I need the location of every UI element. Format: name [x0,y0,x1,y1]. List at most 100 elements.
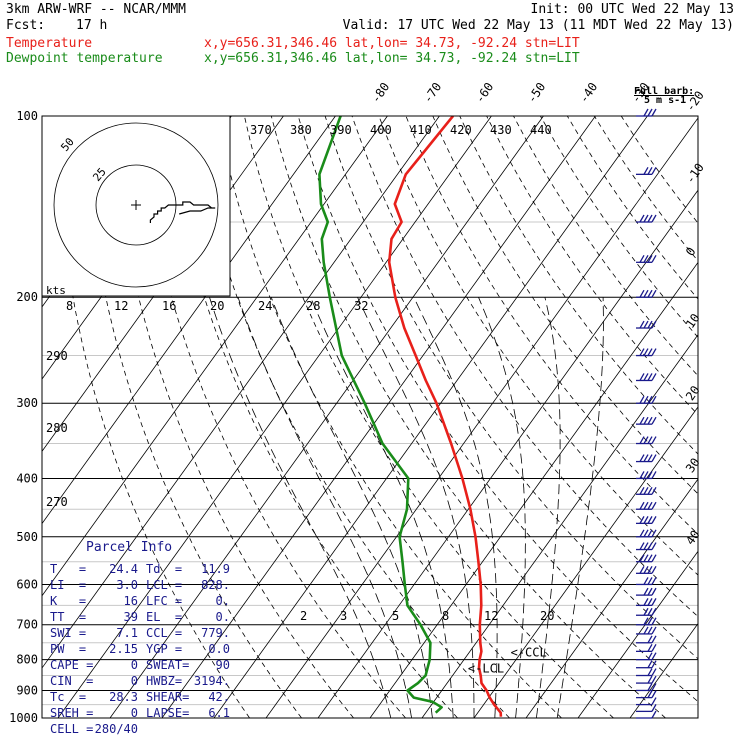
dry-adiabat-line [566,116,698,300]
wind-barb-flag [647,516,653,524]
theta-label: 270 [46,495,68,509]
isotherm-label: -60 [472,80,496,106]
wind-barb-flag [639,373,645,381]
theta-label: 410 [410,123,432,137]
wind-barb [636,167,657,175]
wind-barb-flag [651,486,657,495]
wind-barb [636,395,657,404]
isotherm-label: -80 [368,80,392,106]
parcel-info-cell: T = [50,562,87,576]
wind-barb [636,416,657,425]
parcel-info-cell: HWBZ= [146,674,183,688]
wind-barb-flag [651,501,657,510]
wind-barb [636,675,657,684]
wind-barb-flag [643,486,649,495]
wind-barb-flag [639,454,645,462]
wind-barb-flag [639,565,645,574]
wind-barb [636,587,657,596]
wind-barb-flag [639,395,645,404]
wind-barb-flag [651,395,657,404]
wind-barb [636,626,657,635]
parcel-info-cell: LI = [50,578,87,592]
wind-barb-flag [639,289,645,298]
wind-barb-flag [647,675,653,684]
wind-barb-flag [651,598,657,606]
wind-barb-flag [643,254,649,263]
wind-barb-flag [639,554,645,563]
wind-barb-flag [647,454,653,462]
theta-label: 430 [490,123,512,137]
wind-barb [636,501,657,510]
pressure-tick-label: 800 [16,653,38,667]
dry-adiabat-line [270,116,666,718]
wind-barb [636,542,657,551]
wind-barb-flag [639,471,645,479]
wind-barb-flag [651,710,657,719]
dry-adiabat-line [486,116,698,416]
wind-barb-flag [647,108,653,117]
isotherm-label: -10 [683,161,707,187]
mixing-ratio-label: 32 [354,299,368,313]
wind-barb-flag [639,214,645,223]
level-annotation: <-CCL [511,646,547,660]
parcel-info-cell: LFC = [146,594,183,608]
isotherm-label: -50 [524,80,548,106]
dewpoint-legend-label: Dewpoint temperature [6,51,163,66]
wind-barb [636,710,657,719]
parcel-info-cell: 42. [208,690,230,704]
mixing-ratio-label: 20 [210,299,224,313]
wind-barb-flag [639,529,645,538]
wind-barb-flag [651,471,657,479]
wind-barb-flag [643,471,649,479]
parcel-info-cell: 3194. [193,674,230,688]
parcel-info-cell: SWEAT= [146,658,190,672]
parcel-info-cell: EL = [146,610,183,624]
model-title: 3km ARW-WRF -- NCAR/MMM [6,2,187,17]
dry-adiabat-line [109,116,354,718]
parcel-info-cell: LCL = [146,578,183,592]
wind-barb-flag [651,690,657,698]
wind-barb [636,644,657,653]
moist-adiabat-line [478,297,526,718]
wind-barb-flag [651,254,657,263]
parcel-info-cell: 11.9 [201,562,230,576]
plot-body [42,116,698,718]
wind-barb-flag [651,373,657,381]
wind-barb-flag [647,416,653,425]
pressure-tick-label: 600 [16,577,38,591]
parcel-info-cell: 24.4 [109,562,138,576]
parcel-info-row: K = 16 LFC = 0. [50,594,230,610]
wind-barb-flag [651,348,657,356]
wind-barb [636,617,657,626]
isotherm-line [42,116,388,597]
parcel-info-cell: 828. [201,578,230,592]
mixing-ratio-label: 5 [392,609,399,623]
init-time: Init: 00 UTC Wed 22 May 13 [530,2,735,17]
pressure-tick-label: 1000 [9,711,38,725]
mixing-ratio-label: 20 [540,609,554,623]
pressure-tick-label: 900 [16,683,38,697]
wind-barb-flag [643,529,649,538]
wind-barb-flag [643,373,649,381]
wind-barb-flag [639,486,645,495]
parcel-info-cell: 0 [130,658,138,672]
hodograph-units: kts [46,284,66,297]
dry-adiabat-line [163,116,458,718]
parcel-info-cell: SHEAR= [146,690,190,704]
wind-barb [636,554,657,563]
wind-barb-flag [647,320,653,329]
parcel-info-cell: 16 [123,594,138,608]
wind-barb [636,516,657,525]
parcel-info-title: Parcel Info [86,540,173,555]
wind-barb-flag [651,668,657,676]
theta-label: 370 [250,123,272,137]
wind-barb-flag [651,607,657,616]
wind-barb-flag [643,607,649,616]
wind-barb-flag [651,320,657,329]
wind-barb [636,660,657,669]
temperature-profile [387,116,503,717]
wind-barb-flag [639,542,645,550]
isotherm-line [213,116,648,718]
wind-barb [636,598,657,607]
